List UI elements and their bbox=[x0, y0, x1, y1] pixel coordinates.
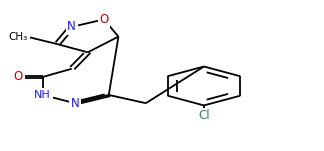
Text: O: O bbox=[14, 71, 23, 84]
Text: N: N bbox=[67, 20, 76, 33]
Text: NH: NH bbox=[34, 90, 51, 100]
Text: N: N bbox=[71, 97, 79, 110]
Text: Cl: Cl bbox=[198, 109, 210, 122]
Text: CH₃: CH₃ bbox=[9, 32, 28, 42]
Text: O: O bbox=[99, 13, 109, 26]
